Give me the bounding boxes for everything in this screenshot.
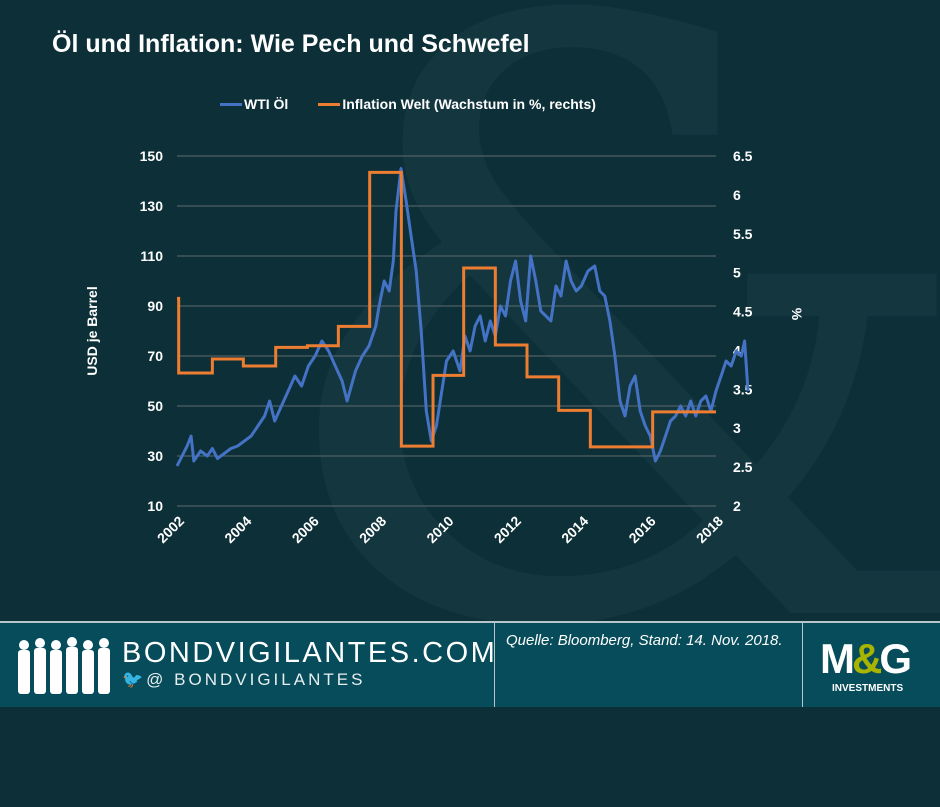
y-tick-label: 110 (140, 248, 163, 264)
y2-tick-label: 2.5 (733, 459, 753, 475)
y-tick-label: 50 (147, 398, 163, 414)
x-tick-label: 2004 (221, 513, 254, 546)
footer: BONDVIGILANTES.COM 🐦@ BONDVIGILANTES Que… (0, 621, 940, 707)
y2-tick-label: 6 (733, 187, 741, 203)
twitter-handle[interactable]: 🐦@ BONDVIGILANTES (122, 670, 365, 690)
x-tick-label: 2008 (356, 513, 389, 546)
mg-logo: M&G (820, 635, 912, 682)
inflation-step-line (177, 170, 716, 449)
twitter-handle-text: @ BONDVIGILANTES (146, 670, 366, 689)
legend-label: WTI Öl (244, 96, 289, 112)
legend-item-wti: WTI Öl (220, 96, 288, 112)
legend: WTI Öl Inflation Welt (Wachstum in %, re… (220, 96, 596, 112)
y2-axis-title: % (789, 308, 805, 321)
x-tick-label: 2002 (154, 513, 187, 546)
wti-oil-line (175, 167, 750, 467)
y2-tick-label: 2 (733, 498, 741, 514)
x-tick-label: 2018 (693, 513, 726, 546)
y-tick-label: 130 (140, 198, 164, 214)
y-tick-label: 90 (147, 298, 163, 314)
y-tick-label: 70 (147, 348, 163, 364)
y-tick-label: 150 (140, 148, 164, 164)
divider (802, 623, 803, 707)
chart: 103050709011013015022.533.544.555.566.52… (84, 148, 805, 546)
page-title: Öl und Inflation: Wie Pech und Schwefel (52, 30, 530, 58)
x-tick-label: 2016 (625, 513, 658, 546)
y2-tick-label: 6.5 (733, 148, 753, 164)
y2-tick-label: 3 (733, 420, 741, 436)
x-tick-label: 2012 (491, 513, 524, 546)
legend-label: Inflation Welt (Wachstum in %, rechts) (342, 96, 596, 112)
legend-swatch-orange (318, 102, 341, 106)
x-tick-label: 2014 (558, 513, 591, 546)
y-tick-label: 10 (147, 498, 163, 514)
site-link[interactable]: BONDVIGILANTES.COM (122, 637, 498, 669)
y2-tick-label: 5.5 (733, 226, 753, 242)
legend-swatch-blue (220, 102, 242, 106)
x-tick-label: 2010 (423, 513, 456, 546)
y2-tick-label: 4.5 (733, 304, 753, 320)
source-note: Quelle: Bloomberg, Stand: 14. Nov. 2018. (506, 632, 783, 649)
y-axis-title: USD je Barrel (84, 286, 100, 375)
y2-tick-label: 5 (733, 265, 741, 281)
x-tick-label: 2006 (289, 513, 322, 546)
people-silhouettes-icon (18, 637, 110, 694)
divider (494, 623, 495, 707)
y2-tick-label: 3.5 (733, 381, 753, 397)
twitter-icon: 🐦 (122, 670, 147, 689)
y-tick-label: 30 (147, 448, 163, 464)
mg-logo-subtext: INVESTMENTS (832, 683, 904, 694)
legend-item-inflation: Inflation Welt (Wachstum in %, rechts) (318, 96, 596, 112)
